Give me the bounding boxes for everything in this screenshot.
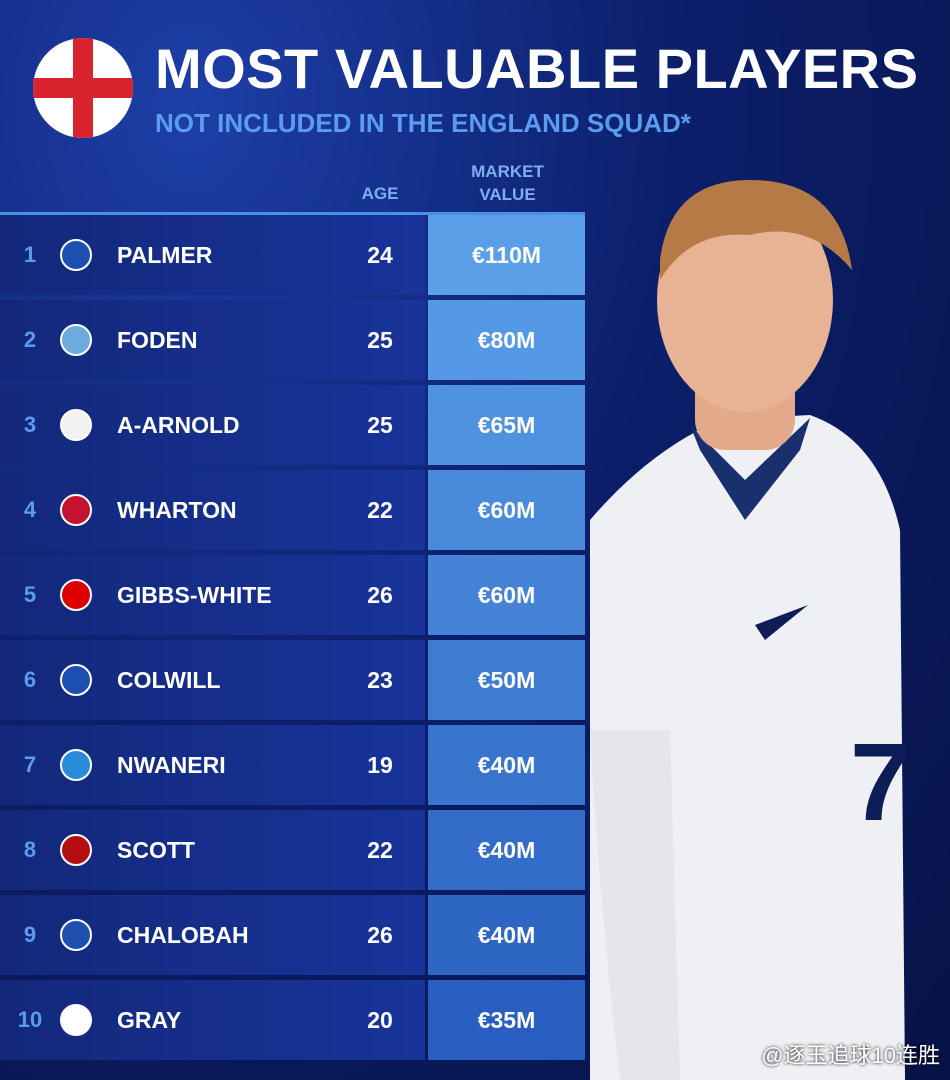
player-name: SCOTT (117, 837, 195, 863)
age: 26 (367, 922, 393, 948)
player-photo: 7 (590, 180, 911, 1080)
player-name: PALMER (117, 242, 213, 268)
column-header: MARKET VALUE (471, 162, 544, 204)
age: 26 (367, 582, 393, 608)
market-value: €50M (477, 667, 536, 693)
market-value: €60M (477, 497, 536, 523)
club-logo (60, 579, 92, 611)
club-logo (60, 1004, 92, 1036)
player-name: WHARTON (117, 497, 237, 523)
rank: 2 (23, 327, 37, 352)
market-value: €65M (477, 412, 536, 438)
club-logo (60, 664, 92, 696)
value-cell (428, 640, 585, 720)
age: 22 (367, 837, 393, 863)
market-value: €80M (477, 327, 536, 353)
subtitle: NOT INCLUDED IN THE ENGLAND SQUAD* (155, 108, 691, 138)
value-cell (428, 215, 585, 295)
club-logo (60, 409, 92, 441)
rank: 9 (23, 922, 37, 947)
rank: 1 (23, 242, 37, 267)
player-name: A-ARNOLD (117, 412, 240, 438)
market-value: €40M (477, 922, 536, 948)
market-value: €40M (477, 837, 536, 863)
rank: 10 (17, 1007, 43, 1032)
title: MOST VALUABLE PLAYERS (155, 37, 919, 100)
club-logo (60, 834, 92, 866)
club-logo (60, 324, 92, 356)
market-value: €35M (477, 1007, 536, 1033)
value-cell (428, 725, 585, 805)
rank: 6 (23, 667, 37, 692)
age: 23 (367, 667, 393, 693)
player-name: NWANERI (117, 752, 226, 778)
club-logo (60, 239, 92, 271)
player-name: GRAY (117, 1007, 182, 1033)
value-cell (428, 385, 585, 465)
market-value: €60M (477, 582, 536, 608)
value-cell (428, 470, 585, 550)
rank: 8 (23, 837, 37, 862)
player-name: GIBBS-WHITE (117, 582, 272, 608)
value-cell (428, 300, 585, 380)
value-cell (428, 895, 585, 975)
rank: 5 (23, 582, 37, 607)
england-flag (33, 38, 133, 138)
age: 25 (367, 412, 393, 438)
rank: 4 (23, 497, 37, 522)
age: 20 (367, 1007, 393, 1033)
player-name: FODEN (117, 327, 198, 353)
age: 25 (367, 327, 393, 353)
player-name: CHALOBAH (117, 922, 249, 948)
player-name: COLWILL (117, 667, 221, 693)
value-cell (428, 810, 585, 890)
divider (0, 212, 585, 215)
value-cell (428, 555, 585, 635)
age: 22 (367, 497, 393, 523)
age: 24 (367, 242, 393, 268)
market-value: €40M (477, 752, 536, 778)
club-logo (60, 919, 92, 951)
age: 19 (367, 752, 393, 778)
value-cell (428, 980, 585, 1060)
club-logo (60, 749, 92, 781)
watermark: @逐玉追球10连胜 (761, 1043, 940, 1068)
column-header: AGE (361, 184, 399, 203)
market-value: €110M (471, 242, 542, 268)
rank: 3 (23, 412, 37, 437)
rank: 7 (23, 752, 37, 777)
svg-text:7: 7 (850, 721, 911, 844)
club-logo (60, 494, 92, 526)
